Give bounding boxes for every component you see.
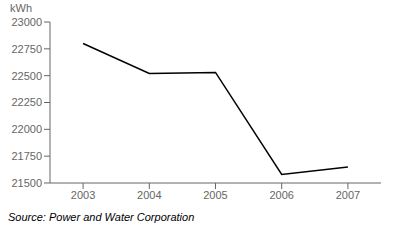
svg-text:2004: 2004: [137, 189, 161, 201]
svg-text:22000: 22000: [11, 123, 42, 135]
svg-text:2006: 2006: [269, 189, 293, 201]
svg-text:22250: 22250: [11, 96, 42, 108]
svg-text:23000: 23000: [11, 16, 42, 28]
svg-text:2005: 2005: [203, 189, 227, 201]
svg-text:2007: 2007: [336, 189, 360, 201]
svg-text:2003: 2003: [71, 189, 95, 201]
svg-text:21500: 21500: [11, 177, 42, 189]
svg-text:21750: 21750: [11, 150, 42, 162]
html-text:kWh: kWh: [10, 2, 32, 14]
svg-text:22500: 22500: [11, 70, 42, 82]
svg-text:22750: 22750: [11, 43, 42, 55]
html-text:Source: Power and Water Corpor: Source: Power and Water Corporation: [8, 211, 195, 223]
